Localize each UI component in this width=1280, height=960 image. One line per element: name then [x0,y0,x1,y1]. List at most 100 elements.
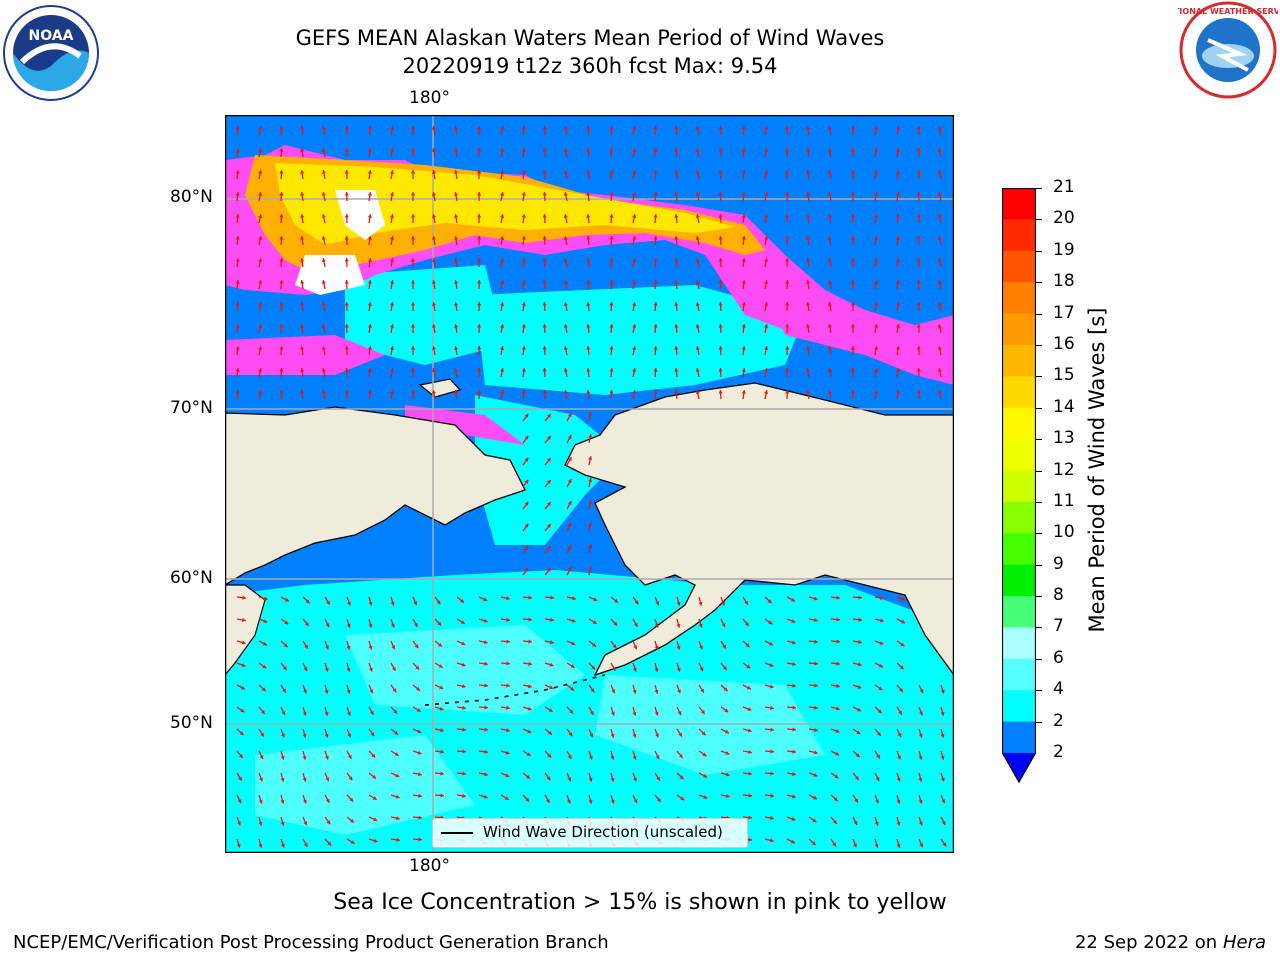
wind-wave-arrowhead [344,258,349,262]
wind-wave-arrowhead [524,413,529,418]
wind-wave-arrowhead [770,793,774,798]
wind-wave-arrowhead [827,346,832,350]
wind-wave-arrowhead [653,236,658,240]
wind-wave-arrowhead [390,302,395,306]
wind-wave-arrowhead [372,796,377,800]
colorbar-tick-mark [1036,282,1042,284]
wind-wave-arrowhead [676,667,681,672]
wind-wave-arrowhead [850,258,856,262]
wind-wave-arrowhead [827,192,832,196]
colorbar-segment [1002,376,1036,409]
wind-wave-arrowhead [695,324,700,328]
wind-wave-arrowhead [347,733,352,738]
wind-wave-arrowhead [741,148,746,152]
wind-wave-arrowhead [873,170,879,174]
wind-wave-arrowhead [281,711,286,716]
wind-wave-arrowhead [856,730,861,735]
wind-wave-arrowhead [879,641,884,645]
wind-wave-arrowhead [721,623,726,628]
wind-wave-arrowhead [764,148,769,152]
wind-wave-arrowhead [850,390,856,394]
wind-wave-arrowhead [563,346,568,350]
wind-wave-arrowhead [633,799,638,804]
wind-wave-arrowhead [850,324,856,328]
wind-wave-arrowhead [418,815,422,820]
wind-wave-arrowhead [918,733,923,738]
wind-wave-arrowhead [718,258,723,262]
wind-wave-arrowhead [850,346,856,350]
wind-wave-arrowhead [390,170,395,174]
wind-wave-arrowhead [857,707,861,712]
wind-wave-arrowhead [827,390,832,394]
wind-wave-arrowhead [477,280,482,284]
wind-wave-arrowhead [373,817,378,822]
wind-wave-arrowhead [235,324,240,328]
wind-wave-arrowhead [858,639,862,644]
wind-wave-arrowhead [410,280,416,284]
wind-wave-arrowhead [344,214,349,218]
wind-wave-arrowhead [632,214,637,218]
wind-wave-arrowhead [827,324,832,328]
wind-wave-arrowhead [741,280,746,284]
wind-wave-arrowhead [695,302,700,306]
wind-wave-arrowhead [792,661,796,667]
wind-wave-arrowhead [454,324,459,328]
wind-wave-arrowhead [279,214,284,218]
wind-wave-arrowhead [542,346,547,350]
wind-wave-arrowhead [654,623,659,628]
wind-wave-arrowhead [827,126,832,130]
wind-wave-arrowhead [477,368,482,372]
wind-wave-arrowhead [678,753,683,758]
sea-ice-yellow [275,163,735,245]
wind-wave-arrowhead [873,280,879,284]
wind-wave-arrowhead [350,818,355,823]
wind-wave-arrowhead [916,148,921,152]
wind-wave-arrowhead [300,126,305,130]
wind-wave-arrowhead [875,777,880,782]
wind-wave-arrowhead [858,617,862,622]
wind-wave-arrowhead [676,645,681,650]
wind-wave-arrowhead [718,324,723,328]
lon-label-top: 180° [409,88,450,108]
wind-wave-arrowhead [853,821,858,826]
wind-wave-arrowhead [237,799,242,804]
wind-wave-arrowhead [368,645,373,650]
wind-wave-arrowhead [791,817,796,821]
wind-wave-arrowhead [792,771,796,776]
wind-wave-arrowhead [500,236,505,240]
wind-wave-arrowhead [367,126,372,130]
wind-wave-arrowhead [302,711,307,716]
wind-wave-arrowhead [524,567,529,572]
wind-wave-arrowhead [653,170,658,174]
wind-wave-arrowhead [609,126,614,130]
wind-wave-arrowhead [414,644,419,649]
colorbar-tick-label: 8 [1053,585,1064,606]
wind-wave-arrowhead [895,126,900,130]
wind-wave-arrowhead [563,236,568,240]
wind-wave-arrowhead [563,170,568,174]
wind-wave-arrowhead [586,346,591,350]
wind-wave-arrowhead [855,775,859,780]
wind-wave-arrowhead [833,819,837,824]
land-wrangel-island [418,378,462,398]
colorbar-tick-mark [1036,188,1042,189]
wind-wave-arrowhead [609,280,614,284]
wind-wave-arrowhead [528,639,532,644]
wind-wave-arrowhead [483,794,488,799]
wind-wave-arrowhead [589,710,594,715]
wind-wave-arrowhead [769,663,774,667]
wind-wave-arrowhead [609,368,614,372]
wind-wave-arrowhead [281,733,285,738]
wind-wave-arrowhead [674,148,679,152]
wind-wave-arrowhead [500,302,505,306]
wind-wave-arrowhead [741,258,746,262]
wind-wave-arrowhead [440,749,444,754]
wind-wave-arrowhead [806,390,811,394]
wind-wave-arrowhead [611,689,616,694]
wind-wave-arrowhead [549,640,554,645]
wind-wave-arrowhead [937,214,942,218]
wind-wave-arrowhead [674,368,679,372]
wind-wave-arrowhead [609,192,614,196]
wind-wave-arrowhead [764,324,769,328]
wind-wave-arrowhead [346,667,351,672]
